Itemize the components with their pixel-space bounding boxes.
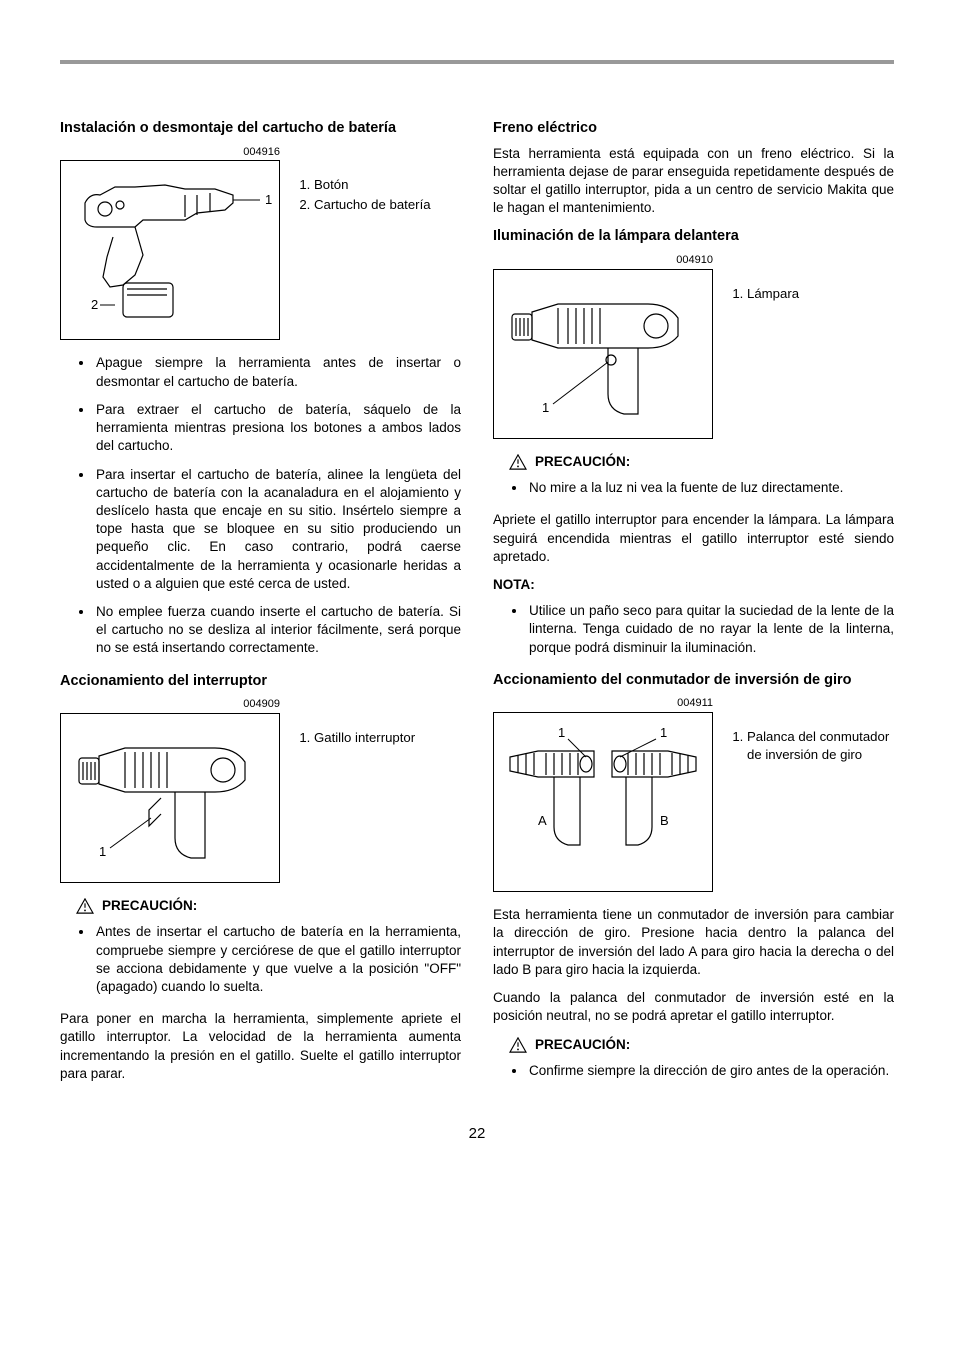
svg-text:1: 1 bbox=[542, 400, 549, 415]
figure-code: 004910 bbox=[493, 253, 713, 268]
figure-legend-battery: Botón Cartucho de batería bbox=[296, 176, 431, 216]
heading-install-battery: Instalación o desmontaje del cartucho de… bbox=[60, 119, 461, 139]
caution-heading: PRECAUCIÓN: bbox=[509, 1036, 894, 1054]
svg-text:1: 1 bbox=[558, 725, 565, 740]
legend-item: Gatillo interruptor bbox=[314, 729, 415, 747]
paragraph: Esta herramienta tiene un conmutador de … bbox=[493, 906, 894, 979]
figure-code: 004916 bbox=[60, 145, 280, 160]
figure-block-switch: 1 Gatillo interruptor bbox=[60, 713, 461, 883]
figure-code: 004909 bbox=[60, 697, 280, 712]
figure-battery: 1 2 bbox=[60, 160, 280, 340]
paragraph: Cuando la palanca del conmutador de inve… bbox=[493, 989, 894, 1025]
paragraph: Para poner en marcha la herramienta, sim… bbox=[60, 1010, 461, 1083]
legend-item: Lámpara bbox=[747, 285, 799, 303]
header-rule bbox=[60, 60, 894, 64]
paragraph: Esta herramienta está equipada con un fr… bbox=[493, 145, 894, 218]
caution-bullets: No mire a la luz ni vea la fuente de luz… bbox=[493, 479, 894, 497]
figure-switch: 1 bbox=[60, 713, 280, 883]
figure-legend-reverse: Palanca del conmutador de inversión de g… bbox=[729, 728, 894, 766]
figure-block-lamp: 1 Lámpara bbox=[493, 269, 894, 439]
figure-lamp: 1 bbox=[493, 269, 713, 439]
right-column: Freno eléctrico Esta herramienta está eq… bbox=[493, 119, 894, 1094]
bullet-item: Apague siempre la herramienta antes de i… bbox=[94, 354, 461, 390]
caution-label: PRECAUCIÓN: bbox=[102, 897, 197, 915]
figure-block-battery: 1 2 Botón Cartucho de batería bbox=[60, 160, 461, 340]
caution-heading: PRECAUCIÓN: bbox=[76, 897, 461, 915]
figure-reverse: 1 1 A B bbox=[493, 712, 713, 892]
warning-icon bbox=[509, 1037, 527, 1053]
left-column: Instalación o desmontaje del cartucho de… bbox=[60, 119, 461, 1094]
warning-icon bbox=[76, 898, 94, 914]
svg-text:2: 2 bbox=[91, 297, 98, 312]
caution-heading: PRECAUCIÓN: bbox=[509, 453, 894, 471]
paragraph: Apriete el gatillo interruptor para ence… bbox=[493, 511, 894, 566]
nota-label: NOTA: bbox=[493, 576, 894, 594]
two-column-layout: Instalación o desmontaje del cartucho de… bbox=[60, 119, 894, 1094]
page-number: 22 bbox=[60, 1124, 894, 1144]
bullet-item: Antes de insertar el cartucho de batería… bbox=[94, 923, 461, 996]
nota-bullets: Utilice un paño seco para quitar la suci… bbox=[493, 602, 894, 657]
heading-switch: Accionamiento del interruptor bbox=[60, 672, 461, 692]
svg-text:1: 1 bbox=[660, 725, 667, 740]
svg-text:B: B bbox=[660, 813, 669, 828]
bullet-list-battery: Apague siempre la herramienta antes de i… bbox=[60, 354, 461, 657]
figure-legend-switch: Gatillo interruptor bbox=[296, 729, 415, 749]
caution-label: PRECAUCIÓN: bbox=[535, 1036, 630, 1054]
bullet-item: No mire a la luz ni vea la fuente de luz… bbox=[527, 479, 894, 497]
bullet-item: Confirme siempre la dirección de giro an… bbox=[527, 1062, 894, 1080]
legend-item: Palanca del conmutador de inversión de g… bbox=[747, 728, 894, 764]
legend-item: Botón bbox=[314, 176, 431, 194]
bullet-item: Utilice un paño seco para quitar la suci… bbox=[527, 602, 894, 657]
figure-code: 004911 bbox=[493, 696, 713, 711]
warning-icon bbox=[509, 454, 527, 470]
bullet-item: Para extraer el cartucho de batería, sáq… bbox=[94, 401, 461, 456]
bullet-item: Para insertar el cartucho de batería, al… bbox=[94, 466, 461, 594]
caution-label: PRECAUCIÓN: bbox=[535, 453, 630, 471]
svg-text:1: 1 bbox=[99, 844, 106, 859]
legend-item: Cartucho de batería bbox=[314, 196, 431, 214]
svg-text:1: 1 bbox=[265, 192, 272, 207]
figure-legend-lamp: Lámpara bbox=[729, 285, 799, 305]
heading-reverse: Accionamiento del conmutador de inversió… bbox=[493, 671, 894, 691]
heading-lamp: Iluminación de la lámpara delantera bbox=[493, 227, 894, 247]
bullet-item: No emplee fuerza cuando inserte el cartu… bbox=[94, 603, 461, 658]
caution-bullets: Confirme siempre la dirección de giro an… bbox=[493, 1062, 894, 1080]
figure-block-reverse: 1 1 A B Palanca del conmutador de invers… bbox=[493, 712, 894, 892]
caution-bullets: Antes de insertar el cartucho de batería… bbox=[60, 923, 461, 996]
heading-brake: Freno eléctrico bbox=[493, 119, 894, 139]
svg-text:A: A bbox=[538, 813, 547, 828]
